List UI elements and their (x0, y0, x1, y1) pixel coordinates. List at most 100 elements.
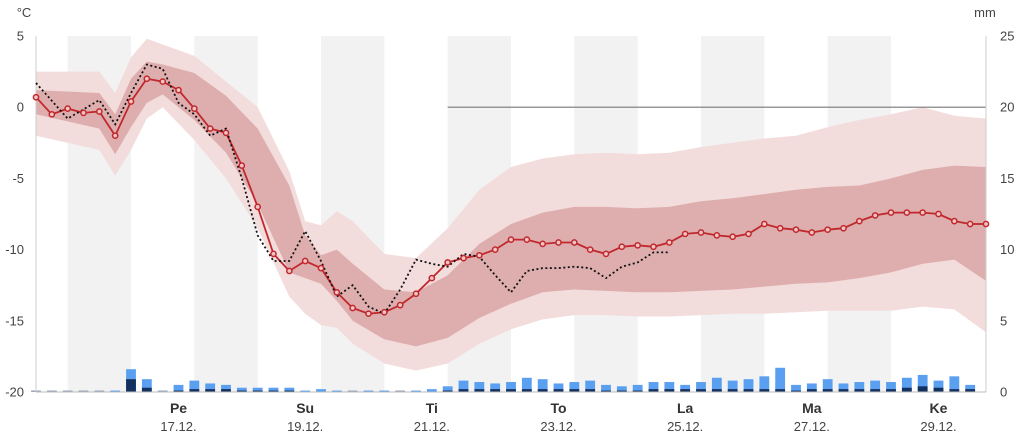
precip-bar-dark-35 (585, 389, 596, 392)
precip-bar-50 (822, 379, 833, 392)
precip-bar-dark-15 (268, 390, 279, 392)
precip-bar-dark-7 (141, 387, 152, 392)
precip-bar-dark-6 (126, 379, 136, 392)
y-axis-right-unit: mm (974, 5, 996, 20)
y-tick-left-2: -5 (12, 171, 24, 186)
median-point-48 (792, 226, 800, 234)
median-point-44 (729, 233, 737, 241)
median-point-2 (64, 105, 72, 112)
precip-bar-10 (189, 380, 200, 392)
median-point-59 (966, 220, 974, 228)
precip-bar-35 (585, 380, 596, 392)
precip-bar-57 (933, 380, 944, 392)
precip-bar-34 (569, 382, 580, 392)
precip-bar-dark-52 (854, 389, 865, 392)
uncertainty-bands (36, 38, 986, 371)
median-point-31 (523, 236, 531, 243)
precip-bar-17 (300, 390, 311, 392)
median-point-3 (80, 109, 87, 117)
y-tick-left-5: -20 (5, 385, 24, 400)
precip-bar-dark-13 (236, 390, 247, 392)
precip-bar-19 (331, 390, 342, 392)
precip-bar-55 (901, 377, 912, 392)
precip-bar-11 (205, 383, 216, 392)
median-point-1 (48, 110, 56, 118)
precip-bar-5 (110, 390, 121, 392)
median-point-37 (618, 243, 626, 251)
precip-bar-42 (696, 382, 706, 392)
precip-bar-49 (806, 383, 817, 392)
median-point-16 (285, 267, 293, 275)
y-tick-right-0: 25 (1000, 29, 1014, 44)
median-point-22 (380, 308, 388, 316)
precip-bar-dark-56 (917, 386, 928, 392)
precip-bar-26 (442, 386, 453, 392)
precip-bar-44 (727, 380, 738, 392)
median-point-9 (175, 86, 182, 94)
x-day-label-0: Pe (170, 400, 187, 416)
precip-bar-15 (268, 387, 279, 392)
median-point-34 (570, 239, 578, 246)
precip-bar-58 (949, 376, 960, 392)
precip-bar-18 (316, 389, 326, 392)
y-tick-right-1: 20 (1000, 100, 1014, 115)
precipitation-bars (31, 367, 976, 392)
precip-bar-25 (426, 389, 437, 392)
median-point-33 (555, 239, 562, 246)
median-point-39 (650, 243, 657, 251)
median-point-5 (111, 132, 119, 140)
median-point-30 (507, 236, 515, 243)
precip-bar-dark-40 (664, 389, 675, 392)
precip-bar-20 (347, 390, 358, 392)
precip-bar-dark-47 (775, 389, 786, 392)
precip-bar-3 (78, 390, 89, 392)
precip-bar-56 (917, 374, 928, 392)
precip-bar-dark-37 (616, 390, 627, 392)
median-point-25 (428, 274, 436, 282)
precip-bar-51 (838, 383, 849, 392)
median-point-58 (950, 217, 958, 225)
y-tick-right-2: 15 (1000, 171, 1014, 186)
precip-bar-36 (601, 384, 611, 392)
median-point-10 (190, 105, 198, 112)
median-point-6 (127, 98, 135, 105)
precip-bar-dark-10 (189, 389, 200, 392)
precip-bar-24 (411, 390, 421, 392)
precip-bar-dark-48 (791, 390, 801, 392)
precip-bar-27 (458, 380, 469, 392)
median-point-8 (159, 78, 167, 85)
median-point-41 (681, 230, 689, 238)
precip-bar-39 (648, 382, 659, 392)
x-day-label-6: Ke (930, 400, 948, 416)
median-point-36 (602, 250, 610, 258)
median-markers (32, 75, 990, 318)
precip-bar-38 (632, 384, 643, 392)
median-point-27 (460, 254, 467, 262)
median-point-20 (349, 304, 357, 312)
precip-bar-dark-9 (173, 390, 184, 392)
median-point-51 (840, 224, 847, 232)
precip-bar-dark-32 (537, 389, 548, 392)
precip-bar-33 (553, 383, 564, 392)
median-point-46 (760, 220, 768, 228)
y-tick-left-0: 5 (17, 29, 24, 44)
x-date-label-3: 23.12. (540, 419, 576, 434)
x-date-label-2: 21.12. (414, 419, 450, 434)
precip-bar-46 (759, 376, 770, 392)
median-point-14 (254, 203, 262, 211)
precip-bar-47 (775, 367, 786, 392)
precip-bar-1 (46, 390, 57, 392)
precip-bar-59 (965, 384, 976, 392)
precip-bar-43 (711, 377, 722, 392)
precip-bar-dark-49 (806, 389, 817, 392)
precip-bar-45 (743, 379, 754, 392)
precip-bar-16 (284, 387, 295, 392)
precip-bar-dark-30 (506, 389, 516, 392)
median-point-40 (665, 239, 673, 246)
median-point-11 (206, 125, 214, 132)
y-ticks-left: 5 0 -5 -10 -15 -20 (5, 29, 24, 400)
y-tick-right-3: 10 (1000, 242, 1014, 257)
precip-bar-dark-54 (886, 389, 896, 392)
precip-bar-21 (363, 390, 374, 392)
x-day-label-5: Ma (802, 400, 822, 416)
